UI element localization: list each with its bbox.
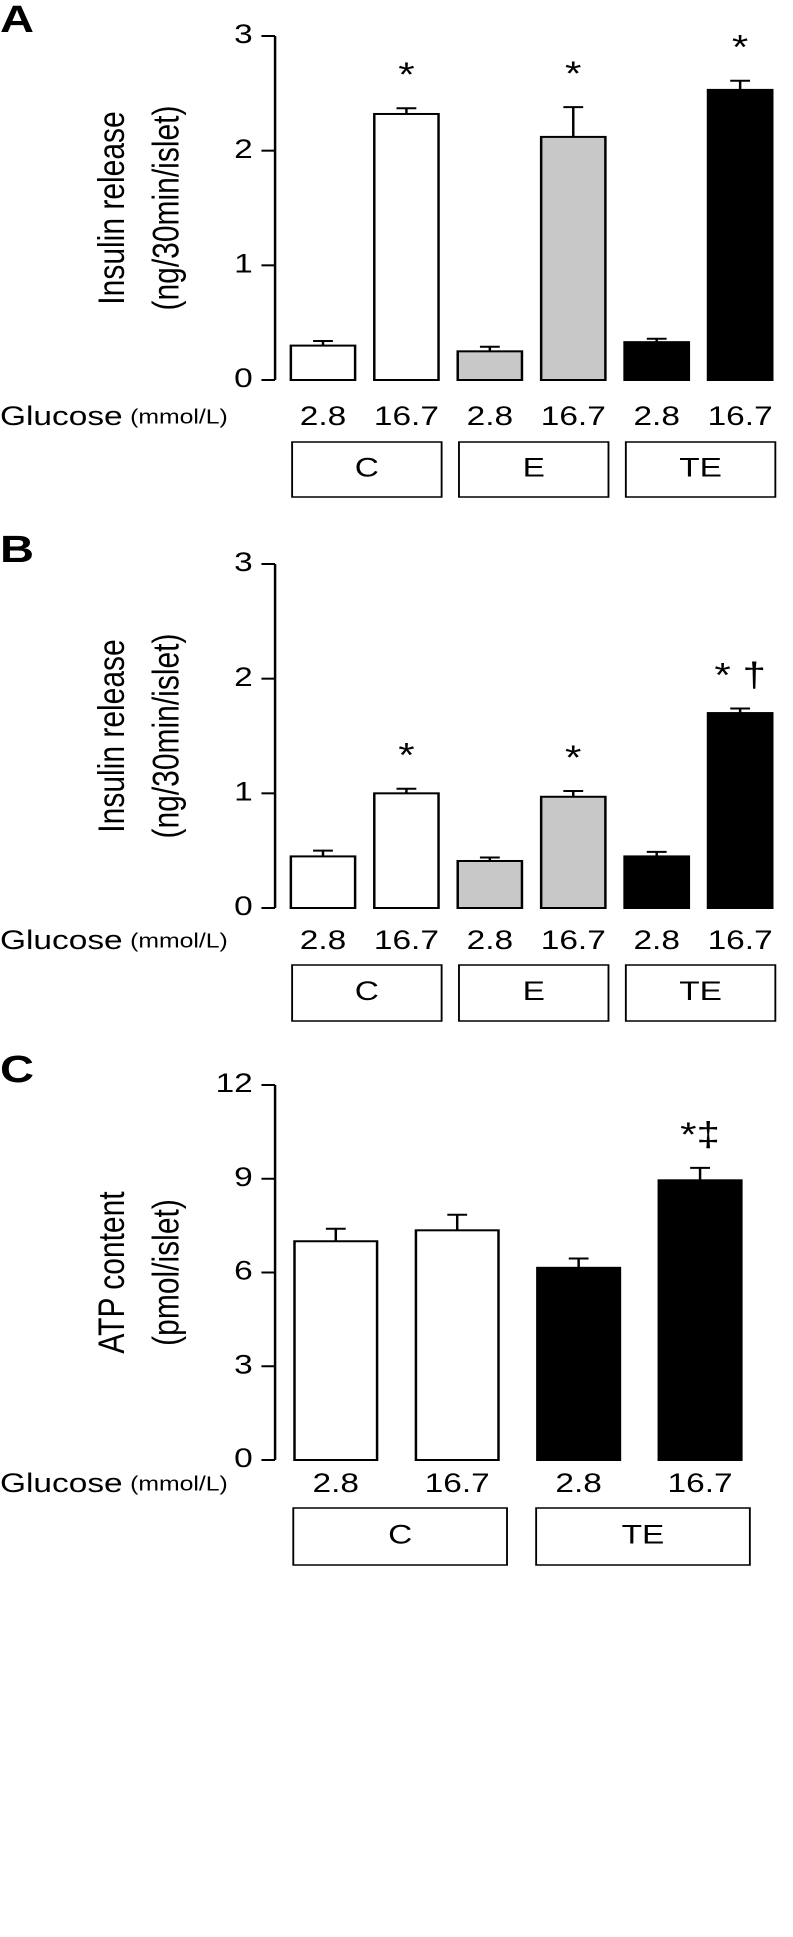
significance-mark: * † — [714, 656, 766, 694]
bar — [539, 795, 607, 909]
y-tick-label: 0 — [234, 363, 253, 393]
group-box — [458, 964, 610, 1022]
x-axis-label-text: Glucose — [0, 401, 123, 431]
significance-mark: * — [398, 56, 415, 94]
group-box — [292, 1507, 508, 1566]
y-tick-label: 3 — [234, 1349, 253, 1379]
y-axis-label: (ng/30min/islet) — [145, 633, 187, 838]
bar — [657, 1179, 743, 1461]
bar — [289, 344, 357, 382]
bar — [456, 350, 524, 382]
significance-mark: * — [565, 739, 582, 777]
bar — [706, 712, 774, 909]
bar — [456, 859, 524, 910]
x-tick-label: 2.8 — [467, 925, 513, 955]
y-tick-label: 3 — [234, 547, 253, 577]
panel: A 0 1 2 3 Insulin release (ng/30min/islet) 2.8 1… — [0, 0, 777, 498]
bar — [536, 1266, 622, 1461]
x-tick-label: 2.8 — [555, 1468, 601, 1498]
group-label: C — [388, 1520, 412, 1550]
x-tick-label: 2.8 — [633, 401, 679, 431]
significance-mark: * — [732, 29, 749, 67]
y-axis-label: (ng/30min/islet) — [145, 105, 187, 310]
panel: B 0 1 2 3 Insulin release (ng/30min/islet) 2.8 1… — [0, 528, 777, 1022]
y-tick-label: 2 — [234, 662, 253, 692]
significance-mark: * — [565, 55, 582, 93]
group-box — [458, 441, 610, 498]
x-axis-label-text: Glucose — [0, 925, 123, 955]
x-tick-label: 2.8 — [467, 401, 513, 431]
group-box — [291, 441, 443, 498]
x-tick-label: 2.8 — [633, 925, 679, 955]
panel-label: C — [0, 1048, 34, 1091]
y-tick-label: 3 — [234, 19, 253, 49]
group-box — [624, 964, 777, 1022]
x-tick-label: 16.7 — [668, 1468, 733, 1498]
panel-label: B — [0, 528, 34, 571]
panel-label: A — [0, 0, 34, 41]
group-box — [535, 1507, 751, 1566]
x-tick-label: 16.7 — [541, 401, 606, 431]
significance-mark: * — [398, 737, 415, 775]
bar — [623, 855, 691, 910]
group-label: TE — [622, 1520, 665, 1550]
bar — [623, 341, 691, 382]
x-axis-label-text: Glucose — [0, 1468, 123, 1498]
bar — [373, 112, 440, 382]
group-box — [291, 964, 443, 1022]
x-axis-unit: (mmol/L) — [130, 406, 228, 428]
group-label: E — [523, 453, 545, 483]
x-axis-unit: (mmol/L) — [130, 1473, 228, 1495]
x-axis-unit: (mmol/L) — [130, 930, 228, 952]
y-tick-label: 6 — [234, 1256, 253, 1286]
y-tick-label: 2 — [234, 134, 253, 164]
group-label: C — [355, 453, 379, 483]
y-axis-label: ATP content — [91, 1191, 133, 1354]
bar — [289, 855, 357, 910]
x-tick-label: 16.7 — [708, 401, 773, 431]
x-axis-label: Glucose (mmol/L) — [0, 925, 228, 955]
y-tick-label: 0 — [234, 891, 253, 921]
bar — [539, 135, 607, 381]
x-tick-label: 2.8 — [313, 1468, 359, 1498]
x-tick-label: 2.8 — [300, 401, 346, 431]
y-tick-label: 12 — [216, 1068, 253, 1098]
group-label: C — [355, 976, 379, 1006]
y-axis-label: Insulin release — [91, 639, 133, 832]
group-label: TE — [679, 976, 722, 1006]
y-tick-label: 1 — [234, 776, 253, 806]
significance-mark: *‡ — [680, 1116, 720, 1154]
x-tick-label: 16.7 — [374, 925, 439, 955]
y-tick-label: 9 — [234, 1162, 253, 1192]
x-tick-label: 16.7 — [708, 925, 773, 955]
y-tick-label: 1 — [234, 248, 253, 278]
x-axis-label: Glucose (mmol/L) — [0, 1468, 228, 1498]
bar — [373, 792, 440, 909]
y-tick-label: 0 — [234, 1443, 253, 1473]
panel: C 0 3 6 9 12 ATP content (pmol/islet) 2.8 16.7 2.8… — [0, 1048, 751, 1566]
bar — [293, 1240, 379, 1461]
group-label: TE — [679, 453, 722, 483]
x-tick-label: 16.7 — [425, 1468, 490, 1498]
group-box — [624, 441, 777, 498]
y-axis-label: (pmol/islet) — [145, 1199, 187, 1346]
y-axis-label: Insulin release — [91, 111, 133, 304]
bar — [706, 88, 774, 381]
x-axis-label: Glucose (mmol/L) — [0, 401, 228, 431]
group-label: E — [523, 976, 545, 1006]
x-tick-label: 16.7 — [374, 401, 439, 431]
x-tick-label: 16.7 — [541, 925, 606, 955]
x-tick-label: 2.8 — [300, 925, 346, 955]
bar — [414, 1229, 500, 1461]
